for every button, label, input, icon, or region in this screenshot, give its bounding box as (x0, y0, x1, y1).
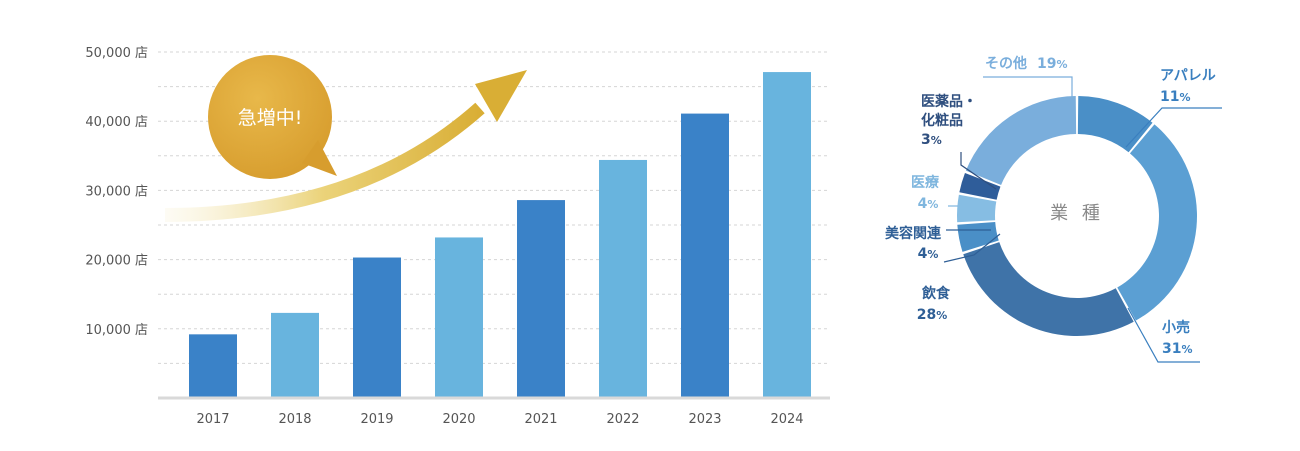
bar (189, 334, 237, 398)
slice-percent: 3% (921, 132, 942, 148)
slice-percent-unit: % (1181, 343, 1192, 356)
leader-line (943, 233, 1001, 263)
slice-percent: 19% (1037, 56, 1068, 72)
bar (271, 312, 319, 398)
x-tick-label: 2022 (606, 412, 639, 427)
slice-percent-unit: % (927, 248, 938, 261)
y-tick-label: 20,000 店 (85, 254, 148, 269)
donut-center-label: 業 種 (1050, 203, 1104, 224)
x-tick-label: 2020 (442, 412, 475, 427)
slice-percent-unit: % (936, 309, 947, 322)
slice-percent-unit: % (1179, 91, 1190, 104)
donut-slice (965, 96, 1077, 186)
bubble-text: 急増中! (238, 107, 303, 129)
slice-percent-value: 28 (917, 307, 936, 323)
x-tick-label: 2017 (196, 412, 229, 427)
donut-slice (1117, 124, 1197, 321)
x-tick-label: 2018 (278, 412, 311, 427)
slice-percent: 11% (1160, 89, 1191, 105)
bars (189, 72, 811, 399)
slice-percent-value: 4 (918, 246, 928, 262)
y-tick-label: 40,000 店 (85, 115, 148, 130)
x-tick-label: 2021 (524, 412, 557, 427)
donut-segments (957, 96, 1197, 336)
y-tick-label: 50,000 店 (85, 46, 148, 61)
y-axis-ticks: 10,000 店 20,000 店 30,000 店 40,000 店 50,000 店 (85, 46, 148, 338)
y-tick-label: 30,000 店 (85, 184, 148, 199)
slice-percent-value: 31 (1162, 341, 1181, 357)
slice-label: アパレル (1160, 68, 1216, 84)
slice-label: 医療 (911, 174, 940, 191)
slice-label: 美容関連 (885, 225, 942, 242)
donut-slice (963, 242, 1134, 336)
bar-chart: 10,000 店 20,000 店 30,000 店 40,000 店 50,000 店… (85, 46, 830, 427)
slice-percent-unit: % (931, 134, 942, 147)
leader-line (1127, 307, 1200, 363)
growth-speech-bubble: 急増中! (208, 55, 337, 179)
leader-line (960, 152, 997, 190)
x-axis-ticks: 2017 2018 2019 2020 2021 2022 2023 2024 (196, 412, 803, 427)
slice-percent: 31% (1162, 341, 1193, 357)
slice-percent-value: 19 (1037, 56, 1056, 72)
slice-label: 飲食 (921, 285, 951, 302)
slice-label: 医薬品・ (921, 93, 977, 110)
slice-percent-unit: % (927, 198, 938, 211)
donut-labels: アパレル 11% 小売 31% 飲食 28% 美容関連 4% 医療 4% 医薬品・化粧品 3% その他 1… (885, 55, 1222, 363)
slice-label: 小売 (1162, 319, 1190, 336)
slice-percent-value: 4 (918, 196, 928, 212)
leader-line (1125, 107, 1222, 148)
bar (353, 257, 401, 398)
leader-line (983, 76, 1073, 100)
donut-slice (959, 172, 1001, 200)
x-tick-label: 2023 (688, 412, 721, 427)
bar (763, 72, 811, 399)
slice-percent-value: 3 (921, 132, 931, 148)
x-tick-label: 2019 (360, 412, 393, 427)
slice-percent-unit: % (1056, 58, 1067, 71)
bar (435, 237, 483, 398)
slice-percent: 28% (917, 307, 948, 323)
donut-slice (957, 194, 997, 223)
bar (599, 159, 647, 398)
slice-percent: 4% (918, 246, 939, 262)
slice-percent: 4% (918, 196, 939, 212)
y-tick-label: 10,000 店 (85, 323, 148, 338)
slice-label: 化粧品 (921, 112, 963, 129)
bar (517, 200, 565, 398)
slice-label: その他 (985, 55, 1027, 72)
slice-percent-value: 11 (1160, 89, 1179, 105)
donut-chart: 業 種 アパレル 11% 小売 31% 飲食 28% 美容関連 4% 医療 4% 医薬品・化粧品 3%… (885, 55, 1222, 363)
bar (681, 113, 729, 398)
x-tick-label: 2024 (770, 412, 803, 427)
growth-arrow (164, 70, 527, 222)
